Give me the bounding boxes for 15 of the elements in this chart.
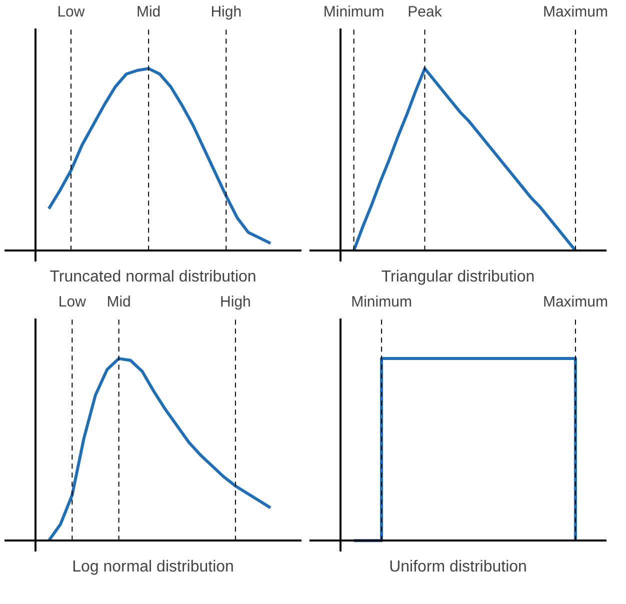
text: Log normal distribution bbox=[72, 558, 234, 576]
x-tick-label: High bbox=[210, 4, 242, 20]
text: Triangular distribution bbox=[381, 268, 535, 286]
x-tick-label: Maximum bbox=[542, 4, 608, 20]
x-tick-label: Minimum bbox=[351, 294, 412, 310]
x-tick-label: High bbox=[220, 294, 251, 310]
x-tick-label: Minimum bbox=[323, 4, 384, 20]
text: Truncated normal distribution bbox=[50, 268, 256, 286]
x-tick-label: Maximum bbox=[542, 294, 608, 310]
x-tick-label: Mid bbox=[136, 4, 161, 20]
x-tick-label: Mid bbox=[106, 294, 131, 310]
x-tick-label: Low bbox=[58, 294, 86, 310]
text: Uniform distribution bbox=[389, 558, 527, 576]
x-tick-label: Peak bbox=[408, 4, 442, 20]
x-tick-label: Low bbox=[57, 4, 85, 20]
